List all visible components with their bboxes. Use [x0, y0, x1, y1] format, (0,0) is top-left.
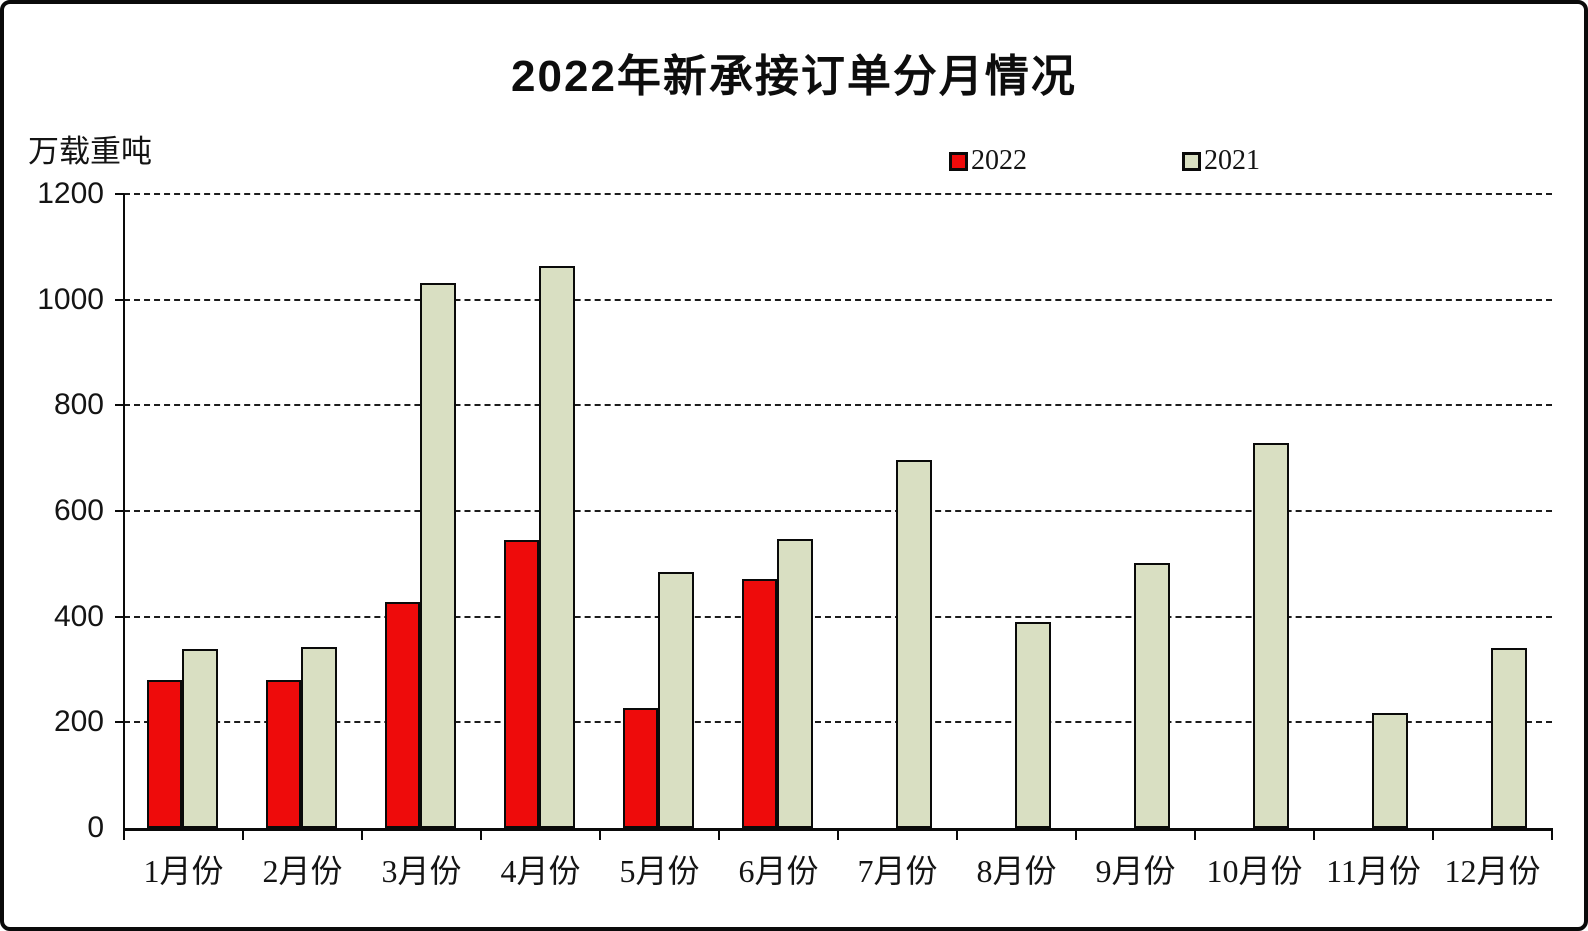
bar-2022-month-4 [504, 540, 539, 828]
legend-item-2021: 2021 [1182, 145, 1260, 177]
bar-2021-month-12 [1491, 648, 1527, 828]
legend-swatch-2022 [949, 151, 968, 171]
x-axis-tick-12 [1551, 831, 1553, 840]
bar-2022-month-5 [623, 708, 658, 828]
x-axis-tick-1 [242, 831, 244, 840]
x-tick-label-month-5: 5月份 [619, 853, 700, 889]
x-axis-tick-9 [1194, 831, 1196, 840]
x-axis-tick-4 [599, 831, 601, 840]
x-tick-label-month-10: 10月份 [1206, 853, 1303, 889]
y-axis-line [123, 194, 125, 828]
bar-2022-month-1 [147, 680, 182, 828]
gridline-800 [124, 404, 1552, 407]
bar-2021-month-4 [539, 266, 575, 828]
y-tick-label-1000: 1000 [37, 282, 104, 316]
y-tick-label-200: 200 [53, 705, 104, 739]
gridline-1000 [124, 298, 1552, 301]
bar-2022-month-6 [742, 579, 777, 828]
bar-2021-month-3 [420, 283, 456, 828]
bar-2021-month-2 [301, 647, 337, 828]
x-tick-label-month-1: 1月份 [143, 853, 224, 889]
chart-title: 2022年新承接订单分月情况 [511, 52, 1077, 101]
y-axis-tick-200 [115, 721, 124, 724]
x-tick-label-month-8: 8月份 [976, 853, 1057, 889]
legend-label-2022: 2022 [971, 145, 1027, 176]
y-axis-tick-600 [115, 510, 124, 512]
bar-2021-month-7 [896, 460, 932, 828]
x-axis-tick-3 [480, 831, 482, 840]
bar-2022-month-2 [266, 680, 301, 828]
gridline-600 [124, 510, 1552, 512]
y-axis-tick-1000 [115, 298, 124, 301]
x-axis-tick-7 [956, 831, 958, 840]
gridline-400 [124, 615, 1552, 618]
y-tick-label-800: 800 [53, 388, 104, 422]
x-axis-tick-0 [123, 831, 125, 840]
x-tick-label-month-9: 9月份 [1095, 853, 1176, 889]
y-tick-label-1200: 1200 [37, 177, 104, 210]
bar-2021-month-9 [1134, 563, 1170, 828]
bar-2021-month-8 [1015, 622, 1051, 828]
x-axis-tick-8 [1075, 831, 1077, 840]
x-tick-label-month-7: 7月份 [857, 853, 938, 889]
legend-item-2022: 2022 [949, 145, 1027, 177]
x-tick-label-month-11: 11月份 [1326, 853, 1421, 889]
x-axis-tick-5 [718, 831, 720, 840]
y-tick-label-400: 400 [53, 599, 104, 633]
y-tick-label-0: 0 [87, 811, 104, 844]
bar-2021-month-6 [777, 539, 813, 828]
x-axis-tick-10 [1313, 831, 1315, 840]
y-axis-tick-800 [115, 404, 124, 407]
gridline-1200 [124, 193, 1552, 195]
y-tick-label-600: 600 [53, 494, 104, 527]
bar-2021-month-11 [1372, 713, 1408, 828]
x-tick-label-month-3: 3月份 [381, 853, 462, 889]
bar-2021-month-10 [1253, 443, 1289, 828]
bar-2021-month-1 [182, 649, 218, 828]
x-tick-label-month-4: 4月份 [500, 853, 581, 889]
y-axis-tick-400 [115, 615, 124, 618]
x-tick-label-month-6: 6月份 [738, 853, 819, 889]
x-axis-tick-2 [361, 831, 363, 840]
y-axis-unit-label: 万载重吨 [28, 134, 152, 169]
x-tick-label-month-2: 2月份 [262, 853, 343, 889]
gridline-200 [124, 721, 1552, 724]
x-axis-tick-6 [837, 831, 839, 840]
legend-label-2021: 2021 [1204, 145, 1260, 176]
legend-swatch-2021 [1182, 151, 1201, 171]
x-tick-label-month-12: 12月份 [1444, 853, 1541, 889]
bar-2021-month-5 [658, 572, 694, 828]
x-axis-line [123, 828, 1553, 831]
y-axis-tick-1200 [115, 193, 124, 195]
bar-2022-month-3 [385, 602, 420, 828]
x-axis-tick-11 [1432, 831, 1434, 840]
